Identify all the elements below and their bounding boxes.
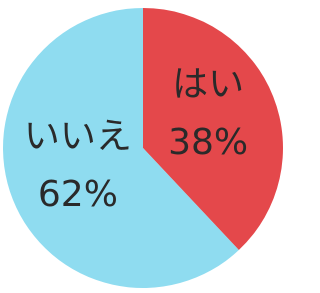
slice-value-label: 62% <box>38 174 118 215</box>
slice-name: いいえ <box>24 116 132 157</box>
chart: はい 38% いいえ 62% <box>0 0 287 293</box>
slice-name: はい <box>172 64 244 105</box>
slice-value-label: 38% <box>168 122 248 163</box>
